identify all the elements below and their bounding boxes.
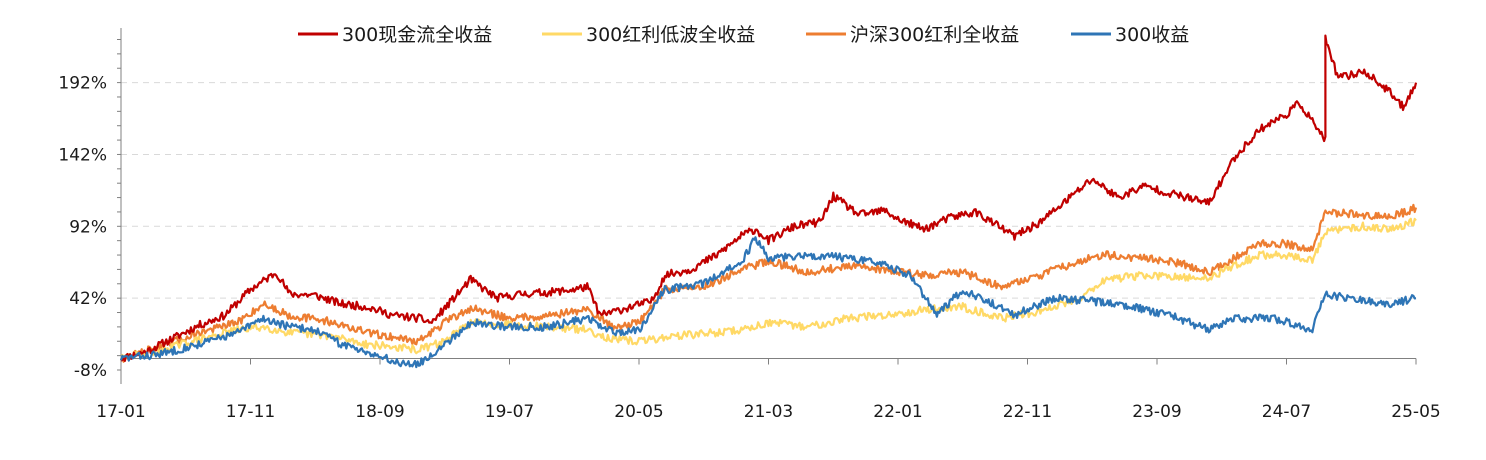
x-tick-label: 20-05 bbox=[614, 402, 663, 422]
legend-label: 沪深300红利全收益 bbox=[850, 24, 1019, 46]
y-tick-label: 192% bbox=[58, 74, 107, 94]
grid-lines bbox=[121, 82, 1416, 299]
x-tick-label: 21-03 bbox=[744, 402, 793, 422]
series-line bbox=[120, 203, 1418, 363]
y-tick-label: 42% bbox=[69, 289, 107, 309]
y-tick-label: -8% bbox=[74, 361, 107, 381]
legend-label: 300收益 bbox=[1115, 24, 1189, 46]
y-tick-label: 142% bbox=[58, 145, 107, 165]
axes: -8% 42% 92% 142% 192% 17-01 17-11 18-09 19-07 20-… bbox=[58, 28, 1441, 422]
series-line bbox=[119, 217, 1417, 361]
legend: 300现金流全收益 300红利低波全收益 沪深300红利全收益 300收益 bbox=[298, 24, 1189, 46]
x-tick-label: 18-09 bbox=[355, 402, 404, 422]
x-tick-label: 24-07 bbox=[1262, 402, 1311, 422]
x-tick-label: 17-11 bbox=[226, 402, 275, 422]
series-line bbox=[120, 34, 1418, 362]
legend-label: 300红利低波全收益 bbox=[586, 24, 755, 46]
series-group bbox=[119, 34, 1418, 369]
y-tick-label: 92% bbox=[69, 217, 107, 237]
x-tick-label: 22-11 bbox=[1003, 402, 1052, 422]
x-tick-label: 19-07 bbox=[485, 402, 534, 422]
legend-label: 300现金流全收益 bbox=[342, 24, 492, 46]
x-tick-label: 25-05 bbox=[1391, 402, 1440, 422]
x-tick-label: 17-01 bbox=[96, 402, 145, 422]
x-tick-label: 23-09 bbox=[1132, 402, 1181, 422]
x-tick-label: 22-01 bbox=[873, 402, 922, 422]
series-line bbox=[119, 236, 1417, 369]
